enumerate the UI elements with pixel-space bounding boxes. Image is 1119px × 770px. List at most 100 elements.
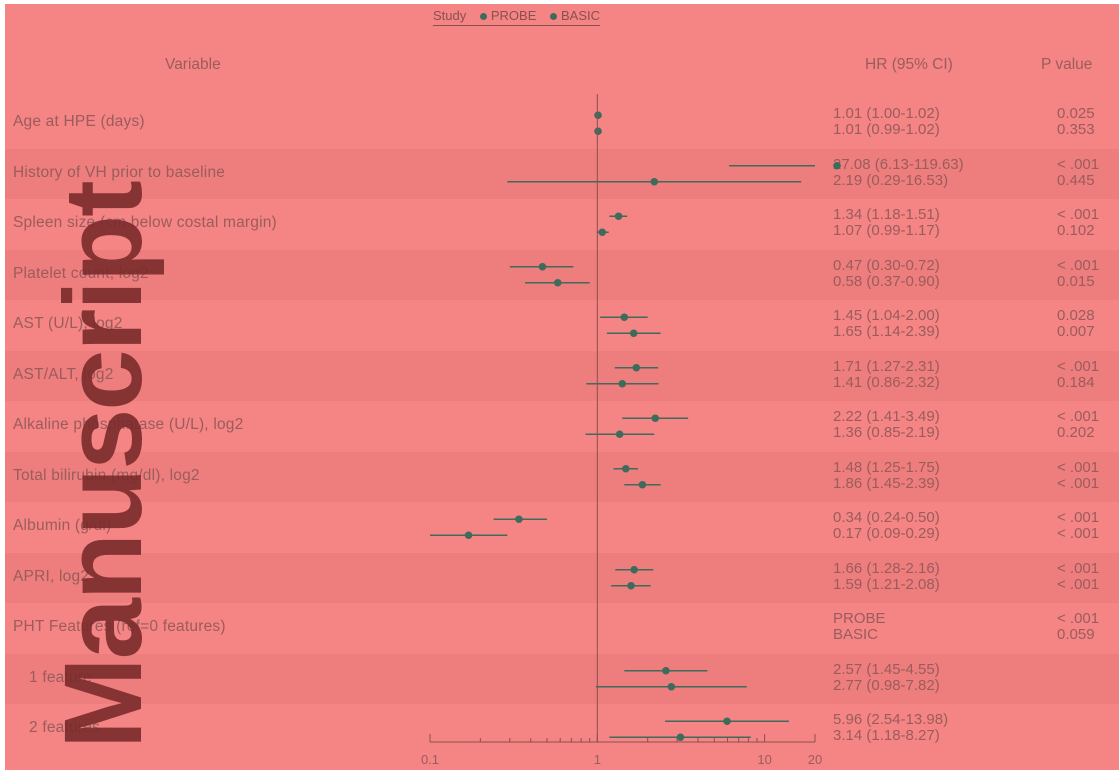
hr-ci-text: 27.08 (6.13-119.63) xyxy=(833,155,964,173)
point-estimate xyxy=(662,666,670,675)
p-value-text: < .001 xyxy=(1057,458,1100,476)
hr-ci-text: PROBE xyxy=(833,610,886,628)
hr-ci-text: 0.34 (0.24-0.50) xyxy=(833,509,940,527)
variable-label: AST (U/L), log2 xyxy=(13,315,123,333)
variable-label: 1 feature xyxy=(29,668,92,686)
p-value-text: 0.007 xyxy=(1057,323,1095,341)
variable-label: 2 features xyxy=(29,719,100,737)
forest-plot-figure: Study PROBE BASIC Variable HR (95% CI) P… xyxy=(5,4,1119,770)
point-estimate xyxy=(515,515,523,524)
variable-label: PHT Features (ref=0 features) xyxy=(13,618,226,636)
p-value-text: 0.202 xyxy=(1057,424,1095,442)
point-estimate xyxy=(594,127,602,136)
hr-ci-text: 1.07 (0.99-1.17) xyxy=(833,222,940,240)
hr-ci-text: 5.96 (2.54-13.98) xyxy=(833,711,949,729)
variable-label: History of VH prior to baseline xyxy=(13,163,226,181)
point-estimate xyxy=(464,531,473,540)
point-estimate xyxy=(651,414,660,423)
point-estimate xyxy=(627,581,635,590)
point-estimate xyxy=(630,565,638,574)
point-estimate xyxy=(553,278,562,287)
hr-ci-text: 2.22 (1.41-3.49) xyxy=(833,408,940,426)
point-estimate xyxy=(598,228,607,237)
p-value-text: 0.028 xyxy=(1057,307,1095,325)
variable-label: APRI, log2 xyxy=(13,567,90,585)
row-band xyxy=(5,653,1119,704)
point-estimate xyxy=(538,262,547,271)
point-estimate xyxy=(615,430,624,439)
hr-ci-text: 1.01 (1.00-1.02) xyxy=(833,105,940,123)
p-value-text: < .001 xyxy=(1057,575,1100,593)
p-value-text: 0.102 xyxy=(1057,222,1095,240)
variable-label: Platelet count, log2 xyxy=(13,264,149,282)
hr-ci-text: 2.19 (0.29-16.53) xyxy=(833,171,949,189)
p-value-text: 0.059 xyxy=(1057,626,1095,644)
hr-ci-text: 1.48 (1.25-1.75) xyxy=(833,458,940,476)
legend: Study PROBE BASIC xyxy=(433,8,601,26)
p-value-text: < .001 xyxy=(1057,525,1100,543)
p-value-text: < .001 xyxy=(1057,206,1100,224)
hr-ci-text: 0.17 (0.09-0.29) xyxy=(833,525,940,543)
hr-ci-text: 1.66 (1.28-2.16) xyxy=(833,559,940,577)
hr-ci-text: 0.58 (0.37-0.90) xyxy=(833,272,940,290)
hr-ci-text: 1.36 (0.85-2.19) xyxy=(833,424,940,442)
header-pvalue: P value xyxy=(1041,56,1093,73)
header-hr: HR (95% CI) xyxy=(865,56,953,73)
hr-ci-text: BASIC xyxy=(833,626,879,644)
point-estimate xyxy=(629,329,638,338)
p-value-text: < .001 xyxy=(1057,474,1100,492)
x-tick-label: 0.1 xyxy=(421,752,439,767)
p-value-text: 0.353 xyxy=(1057,121,1095,139)
point-estimate xyxy=(650,177,659,186)
point-estimate xyxy=(676,733,685,742)
hr-ci-text: 1.45 (1.04-2.00) xyxy=(833,307,940,325)
p-value-text: < .001 xyxy=(1057,155,1100,173)
p-value-text: < .001 xyxy=(1057,256,1100,274)
x-tick-label: 1 xyxy=(594,752,601,767)
hr-ci-text: 3.14 (1.18-8.27) xyxy=(833,727,940,745)
forest-plot-svg: 0.1 1 10 20 xyxy=(421,94,841,767)
variable-label: Spleen size (cm below costal margin) xyxy=(13,214,277,232)
x-tick-label: 10 xyxy=(757,752,771,767)
point-estimate xyxy=(833,161,841,170)
hr-ci-text: 1.59 (1.21-2.08) xyxy=(833,575,940,593)
variable-label: Alkaline phosphatase (U/L), log2 xyxy=(13,416,244,434)
hr-ci-text: 2.57 (1.45-4.55) xyxy=(833,660,940,678)
p-value-text: < .001 xyxy=(1057,408,1100,426)
row-band xyxy=(5,148,1119,199)
variable-label: AST/ALT, log2 xyxy=(13,365,114,383)
hr-ci-text: 0.47 (0.30-0.72) xyxy=(833,256,940,274)
manuscript-watermark: Manuscript xyxy=(42,182,165,749)
p-value-text: 0.015 xyxy=(1057,272,1095,290)
p-value-text: < .001 xyxy=(1057,559,1100,577)
point-estimate xyxy=(638,480,647,489)
hr-ci-text: 1.71 (1.27-2.31) xyxy=(833,357,940,375)
hr-ci-text: 1.01 (0.99-1.02) xyxy=(833,121,940,139)
point-estimate xyxy=(594,111,602,120)
row-band xyxy=(5,249,1119,300)
row-band xyxy=(5,451,1119,502)
point-estimate xyxy=(622,464,630,473)
legend-marker-icon xyxy=(550,12,558,20)
legend-item-basic: BASIC xyxy=(561,8,601,23)
hr-ci-text: 1.86 (1.45-2.39) xyxy=(833,474,940,492)
p-value-text: < .001 xyxy=(1057,610,1100,628)
x-tick-label: 20 xyxy=(808,752,822,767)
legend-item-probe: PROBE xyxy=(490,8,537,23)
legend-title: Study xyxy=(433,8,467,23)
variable-label: Albumin (g/dl) xyxy=(13,517,112,535)
point-estimate xyxy=(614,212,623,221)
p-value-text: 0.025 xyxy=(1057,105,1095,123)
p-value-text: < .001 xyxy=(1057,357,1100,375)
legend-marker-icon xyxy=(479,12,487,20)
point-estimate xyxy=(667,682,676,691)
point-estimate xyxy=(723,717,731,726)
hr-ci-text: 2.77 (0.98-7.82) xyxy=(833,676,940,694)
point-estimate xyxy=(620,313,629,322)
point-estimate xyxy=(618,379,627,388)
p-value-text: < .001 xyxy=(1057,509,1100,527)
variable-label: Age at HPE (days) xyxy=(13,113,145,131)
row-band xyxy=(5,350,1119,401)
hr-ci-text: 1.65 (1.14-2.39) xyxy=(833,323,940,341)
variable-label: Total bilirubin (mg/dl), log2 xyxy=(13,466,200,484)
